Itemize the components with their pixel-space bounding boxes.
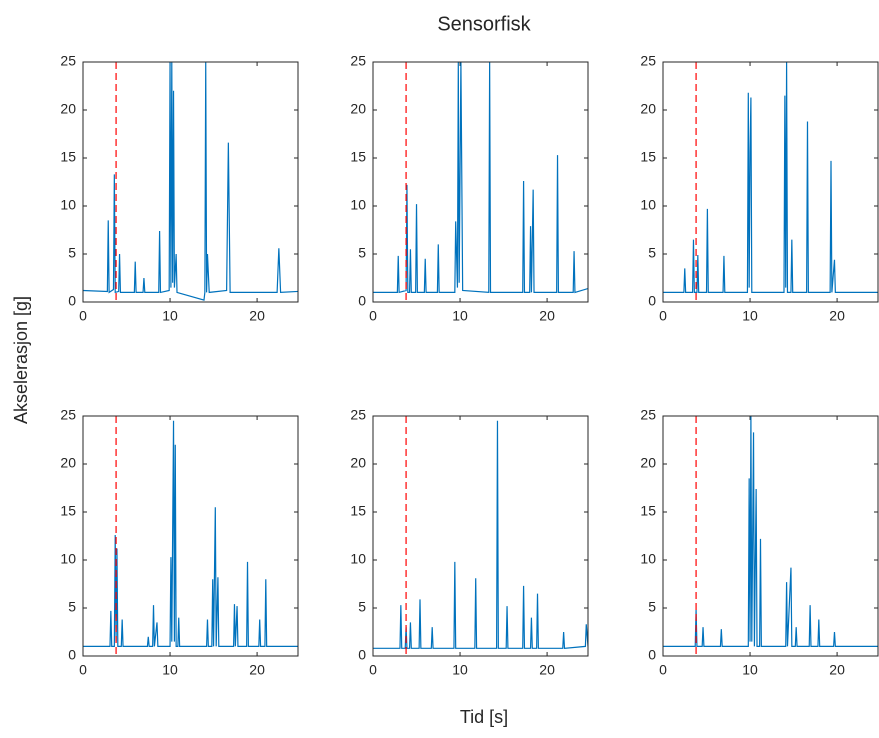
y-tick-label: 5 [648, 599, 656, 615]
x-tick-label: 10 [452, 662, 468, 678]
y-tick-label: 0 [68, 647, 76, 663]
y-tick-label: 0 [648, 293, 656, 309]
x-tick-label: 10 [162, 662, 178, 678]
y-tick-label: 15 [640, 149, 656, 165]
axes-frame [82, 61, 299, 303]
y-tick-label: 0 [358, 647, 366, 663]
y-tick-label: 25 [60, 53, 76, 69]
axes-frame [662, 415, 879, 657]
data-line [663, 62, 878, 293]
x-tick-label: 10 [452, 308, 468, 324]
y-axis-label: Akselerasjon [g] [11, 296, 31, 424]
x-tick-label: 10 [742, 662, 758, 678]
x-tick-label: 20 [539, 662, 555, 678]
x-tick-label: 0 [369, 662, 377, 678]
y-tick-label: 5 [358, 245, 366, 261]
x-tick-label: 0 [659, 662, 667, 678]
y-tick-label: 15 [640, 503, 656, 519]
subplot: 0 5 10 15 20 25 0 10 20 [350, 53, 589, 324]
x-axis-label: Tid [s] [460, 707, 508, 727]
x-tick-label: 0 [79, 308, 87, 324]
y-tick-label: 25 [60, 407, 76, 423]
x-tick-label: 20 [829, 662, 845, 678]
data-line [83, 62, 298, 301]
x-tick-label: 0 [659, 308, 667, 324]
y-tick-label: 10 [60, 551, 76, 567]
x-tick-label: 20 [249, 308, 265, 324]
y-tick-label: 5 [68, 245, 76, 261]
x-tick-label: 10 [162, 308, 178, 324]
y-tick-label: 10 [350, 197, 366, 213]
y-tick-label: 25 [640, 53, 656, 69]
y-tick-label: 5 [68, 599, 76, 615]
x-tick-label: 20 [829, 308, 845, 324]
y-tick-label: 20 [640, 455, 656, 471]
x-tick-label: 20 [539, 308, 555, 324]
subplot: 0 5 10 15 20 25 0 10 20 [640, 407, 879, 678]
axes-frame [662, 61, 879, 303]
y-tick-label: 15 [60, 149, 76, 165]
axes-frame [82, 415, 299, 657]
y-tick-label: 10 [350, 551, 366, 567]
data-line [83, 420, 298, 647]
y-tick-label: 25 [350, 53, 366, 69]
data-line [373, 420, 588, 649]
plot-area [373, 416, 588, 656]
y-tick-label: 15 [350, 503, 366, 519]
y-tick-label: 20 [60, 101, 76, 117]
y-tick-label: 5 [648, 245, 656, 261]
plot-area [663, 416, 878, 656]
subplot: 0 5 10 15 20 25 0 10 20 [60, 407, 299, 678]
x-tick-label: 20 [249, 662, 265, 678]
data-line [663, 416, 878, 647]
y-tick-label: 20 [350, 455, 366, 471]
y-tick-label: 10 [640, 197, 656, 213]
x-tick-label: 0 [369, 308, 377, 324]
y-tick-label: 0 [648, 647, 656, 663]
plot-area [663, 62, 878, 302]
y-tick-label: 10 [640, 551, 656, 567]
y-tick-label: 0 [68, 293, 76, 309]
plot-area [373, 62, 588, 302]
x-tick-label: 10 [742, 308, 758, 324]
y-tick-label: 20 [350, 101, 366, 117]
y-tick-label: 20 [60, 455, 76, 471]
subplot: 0 5 10 15 20 25 0 10 20 [60, 53, 299, 324]
data-line [373, 62, 588, 294]
y-tick-label: 15 [350, 149, 366, 165]
y-tick-label: 25 [640, 407, 656, 423]
subplot: 0 5 10 15 20 25 0 10 20 [640, 53, 879, 324]
plot-area [83, 416, 298, 656]
y-tick-label: 0 [358, 293, 366, 309]
axes-frame [372, 61, 589, 303]
y-tick-label: 10 [60, 197, 76, 213]
figure-title: Sensorfisk [437, 13, 531, 35]
x-tick-label: 0 [79, 662, 87, 678]
y-tick-label: 5 [358, 599, 366, 615]
axes-frame [372, 415, 589, 657]
y-tick-label: 20 [640, 101, 656, 117]
y-tick-label: 25 [350, 407, 366, 423]
subplot: 0 5 10 15 20 25 0 10 20 [350, 407, 589, 678]
y-tick-label: 15 [60, 503, 76, 519]
